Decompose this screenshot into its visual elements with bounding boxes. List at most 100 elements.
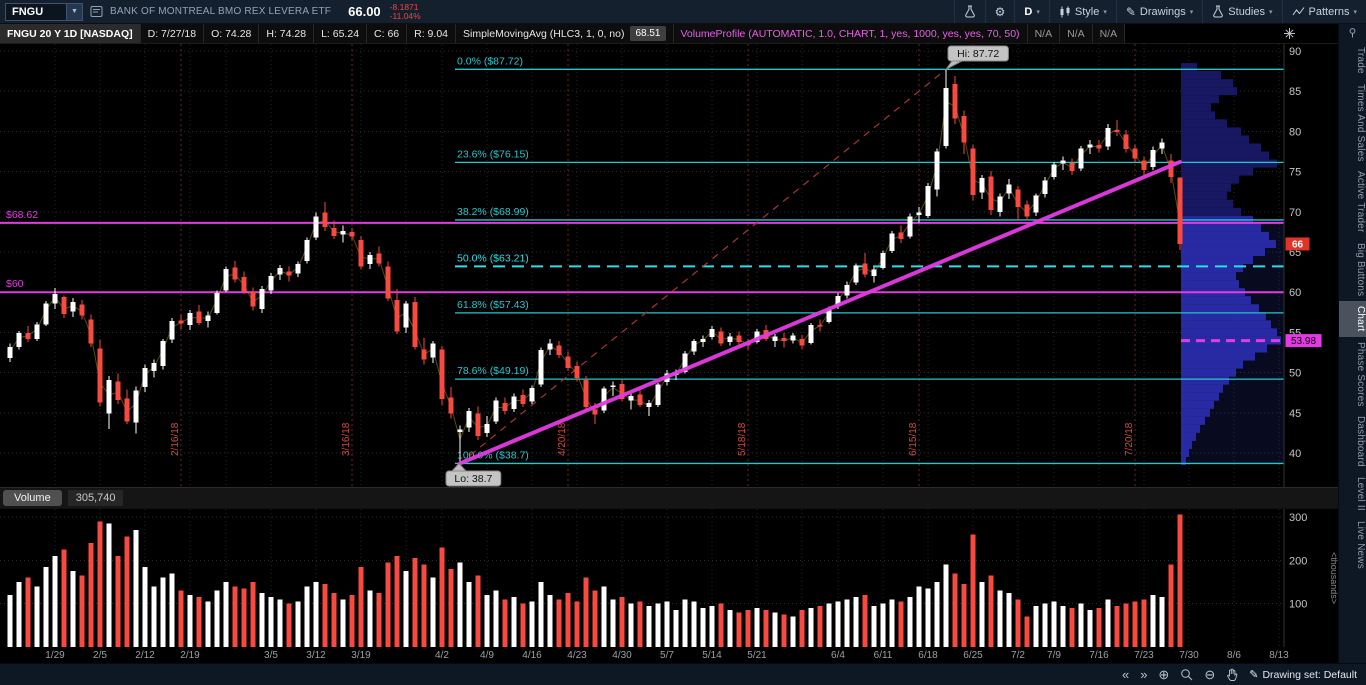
- time-axis-label: 3/5: [264, 650, 278, 661]
- chart-settings-button[interactable]: ⚙: [984, 0, 1015, 23]
- patterns-button[interactable]: Patterns ▾: [1281, 0, 1366, 23]
- last-price: 66.00: [348, 4, 381, 19]
- timeframe-label: D: [1024, 5, 1033, 18]
- instrument-name: BANK OF MONTREAL BMO REX LEVERA ETF: [110, 6, 332, 17]
- chart-title: FNGU 20 Y 1D [NASDAQ]: [0, 24, 141, 43]
- ohlc-segment: C: 66: [367, 24, 408, 43]
- pin-icon[interactable]: [1347, 27, 1358, 38]
- ohlc-segment: O: 74.28: [204, 24, 260, 43]
- sma-value: 68.51: [630, 26, 666, 41]
- drawing-set-selector[interactable]: ✎ Drawing set: Default: [1249, 668, 1357, 682]
- price-chart[interactable]: 2/16/18 3/16/18 4/20/18 5/18/18 6/15/18 7/20/…: [0, 44, 1338, 487]
- time-axis-label: 2/5: [93, 650, 107, 661]
- volume-pane-value: 305,740: [67, 490, 124, 506]
- gadget-sidebar: Trade Times And Sales Active Trader Big But…: [1338, 24, 1366, 663]
- fib-anchor-dashed-line[interactable]: [459, 68, 947, 464]
- chevron-down-icon: ▾: [1353, 8, 1357, 16]
- svg-text:78.6% ($49.19): 78.6% ($49.19): [457, 365, 529, 377]
- drawings-button[interactable]: ✎ Drawings ▾: [1115, 0, 1202, 23]
- sidebar-tab-times-and-sales[interactable]: Times And Sales: [1355, 83, 1366, 162]
- svg-text:75: 75: [1289, 167, 1301, 179]
- time-axis-label: 3/12: [306, 650, 326, 661]
- svg-text:Lo: 38.7: Lo: 38.7: [454, 473, 492, 485]
- lo-bubble: Lo: 38.7: [445, 462, 502, 487]
- sidebar-tab-big-buttons[interactable]: Big Buttons: [1355, 242, 1366, 297]
- sma-line: [9, 101, 1181, 442]
- symbol-input[interactable]: FNGU: [5, 2, 67, 21]
- time-axis-label: 7/16: [1089, 650, 1109, 661]
- svg-text:80: 80: [1289, 126, 1301, 138]
- volume-units-label: <thousands>: [1329, 552, 1338, 604]
- trendline[interactable]: [458, 159, 1182, 466]
- fib-retracement-layer[interactable]: 0.0% ($87.72) 23.6% ($76.15) 38.2% ($68.99…: [455, 55, 1284, 465]
- ohlc-segment: L: 65.24: [314, 24, 368, 43]
- symbol-dropdown-caret[interactable]: ▼: [67, 2, 83, 21]
- volume-profile-layer: [1181, 63, 1284, 466]
- zoom-in-icon[interactable]: ⊕: [1158, 667, 1170, 682]
- style-button[interactable]: Style ▾: [1048, 0, 1116, 23]
- chevron-down-icon: ▾: [1189, 8, 1194, 16]
- sma-study-label[interactable]: SimpleMovingAvg (HLC3, 1, 0, no) 68.51: [456, 24, 674, 43]
- svg-text:23.6% ($76.15): 23.6% ($76.15): [457, 148, 529, 160]
- svg-text:7/20/18: 7/20/18: [1124, 422, 1135, 456]
- studies-label: Studies: [1228, 5, 1265, 18]
- gear-icon: ⚙: [994, 4, 1006, 19]
- svg-text:100: 100: [1289, 599, 1307, 611]
- chevron-down-icon: ▾: [1103, 8, 1107, 16]
- zoom-out-icon[interactable]: ⊖: [1204, 667, 1216, 682]
- sidebar-tab-level-ii[interactable]: Level II: [1355, 477, 1366, 511]
- sidebar-tab-live-news[interactable]: Live News: [1355, 520, 1366, 569]
- quick-study-button[interactable]: [953, 0, 985, 23]
- svg-text:40: 40: [1289, 448, 1301, 460]
- sidebar-tab-dashboard[interactable]: Dashboard: [1355, 416, 1366, 468]
- time-axis-label: 1/29: [45, 650, 65, 661]
- svg-text:3/16/18: 3/16/18: [341, 422, 352, 456]
- svg-text:45: 45: [1289, 408, 1301, 420]
- svg-text:5/18/18: 5/18/18: [737, 422, 748, 456]
- volume-pane-header: Volume 305,740: [0, 487, 1338, 509]
- volume-grid-layer: 100 200 300: [0, 509, 1307, 647]
- chart-description-icon[interactable]: [90, 5, 103, 18]
- change-value: -8.1871: [389, 1, 419, 12]
- chevron-down-icon: ▾: [1269, 8, 1273, 16]
- style-label: Style: [1074, 5, 1100, 18]
- svg-text:61.8% ($57.43): 61.8% ($57.43): [457, 299, 529, 311]
- time-axis[interactable]: 1/29 2/5 2/12 2/19 3/5 3/12 3/19 4/2 4/9 4/16 4/23…: [0, 647, 1338, 663]
- pencil-icon: ✎: [1125, 4, 1136, 19]
- studies-button[interactable]: Studies ▾: [1202, 0, 1281, 23]
- time-axis-label: 4/30: [612, 650, 632, 661]
- time-axis-label: 4/16: [522, 650, 542, 661]
- pan-left-icon[interactable]: «: [1121, 667, 1130, 682]
- sidebar-tab-chart[interactable]: Chart: [1339, 301, 1366, 337]
- volume-pane-label[interactable]: Volume: [3, 490, 62, 506]
- sidebar-tab-trade[interactable]: Trade: [1355, 47, 1366, 74]
- volume-profile-study-label[interactable]: VolumeProfile (AUTOMATIC, 1.0, CHART, 1,…: [673, 24, 1028, 43]
- time-axis-label: 2/12: [135, 650, 155, 661]
- zigzag-icon: [1292, 6, 1305, 17]
- svg-text:50.0% ($63.21): 50.0% ($63.21): [457, 252, 529, 264]
- horizontal-price-lines-layer[interactable]: $68.62 $60: [0, 209, 1284, 294]
- magnifier-icon[interactable]: [1180, 668, 1193, 681]
- timeframe-button[interactable]: D ▾: [1014, 0, 1048, 23]
- time-axis-label: 8/6: [1227, 650, 1241, 661]
- svg-text:6/15/18: 6/15/18: [908, 422, 919, 456]
- ohlc-segment: R: 9.04: [407, 24, 456, 43]
- pan-right-icon[interactable]: »: [1140, 667, 1148, 682]
- sidebar-tab-active-trader[interactable]: Active Trader: [1355, 171, 1366, 233]
- svg-text:70: 70: [1289, 207, 1301, 219]
- symbol-text: FNGU: [12, 5, 44, 18]
- sidebar-tab-phase-scores[interactable]: Phase Scores: [1355, 341, 1366, 407]
- na-value: N/A: [1092, 24, 1126, 43]
- svg-text:66: 66: [1292, 239, 1304, 250]
- symbol-selector[interactable]: FNGU ▼: [5, 2, 83, 21]
- time-axis-label: 5/14: [702, 650, 722, 661]
- chevron-down-icon: ▾: [1036, 8, 1040, 16]
- chart-crosshair-icon[interactable]: [1283, 27, 1296, 40]
- ohlc-segment: H: 74.28: [259, 24, 315, 43]
- hand-icon[interactable]: [1226, 668, 1238, 681]
- volume-chart[interactable]: 100 200 300 <thousands>: [0, 509, 1338, 647]
- change-percent: -11.04%: [389, 10, 421, 21]
- drawings-label: Drawings: [1139, 5, 1186, 18]
